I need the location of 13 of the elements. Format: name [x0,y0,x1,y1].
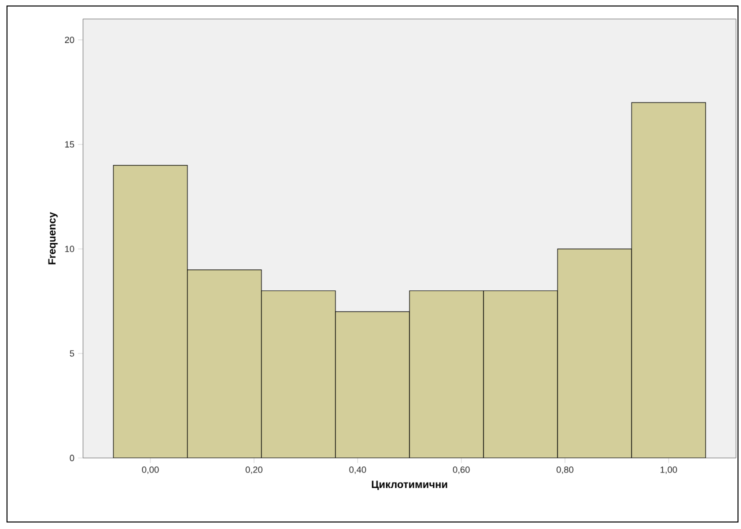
y-tick-label: 5 [70,350,74,357]
x-tick-label: 0,40 [349,466,366,474]
x-tick-label: 0,80 [556,466,574,474]
y-tick-label: 20 [64,36,74,44]
y-tick-label: 0 [70,454,74,462]
y-axis-title: Frequency [48,212,58,264]
x-tick-label: 1,00 [660,466,678,474]
x-axis-title: Циклотимични [372,480,448,490]
y-tick-label: 15 [65,141,74,148]
x-tick-label: 0,00 [142,466,159,474]
y-tick-label: 10 [65,246,74,252]
x-tick-label: 0,20 [246,466,262,474]
x-tick-label: 0,60 [452,466,470,474]
